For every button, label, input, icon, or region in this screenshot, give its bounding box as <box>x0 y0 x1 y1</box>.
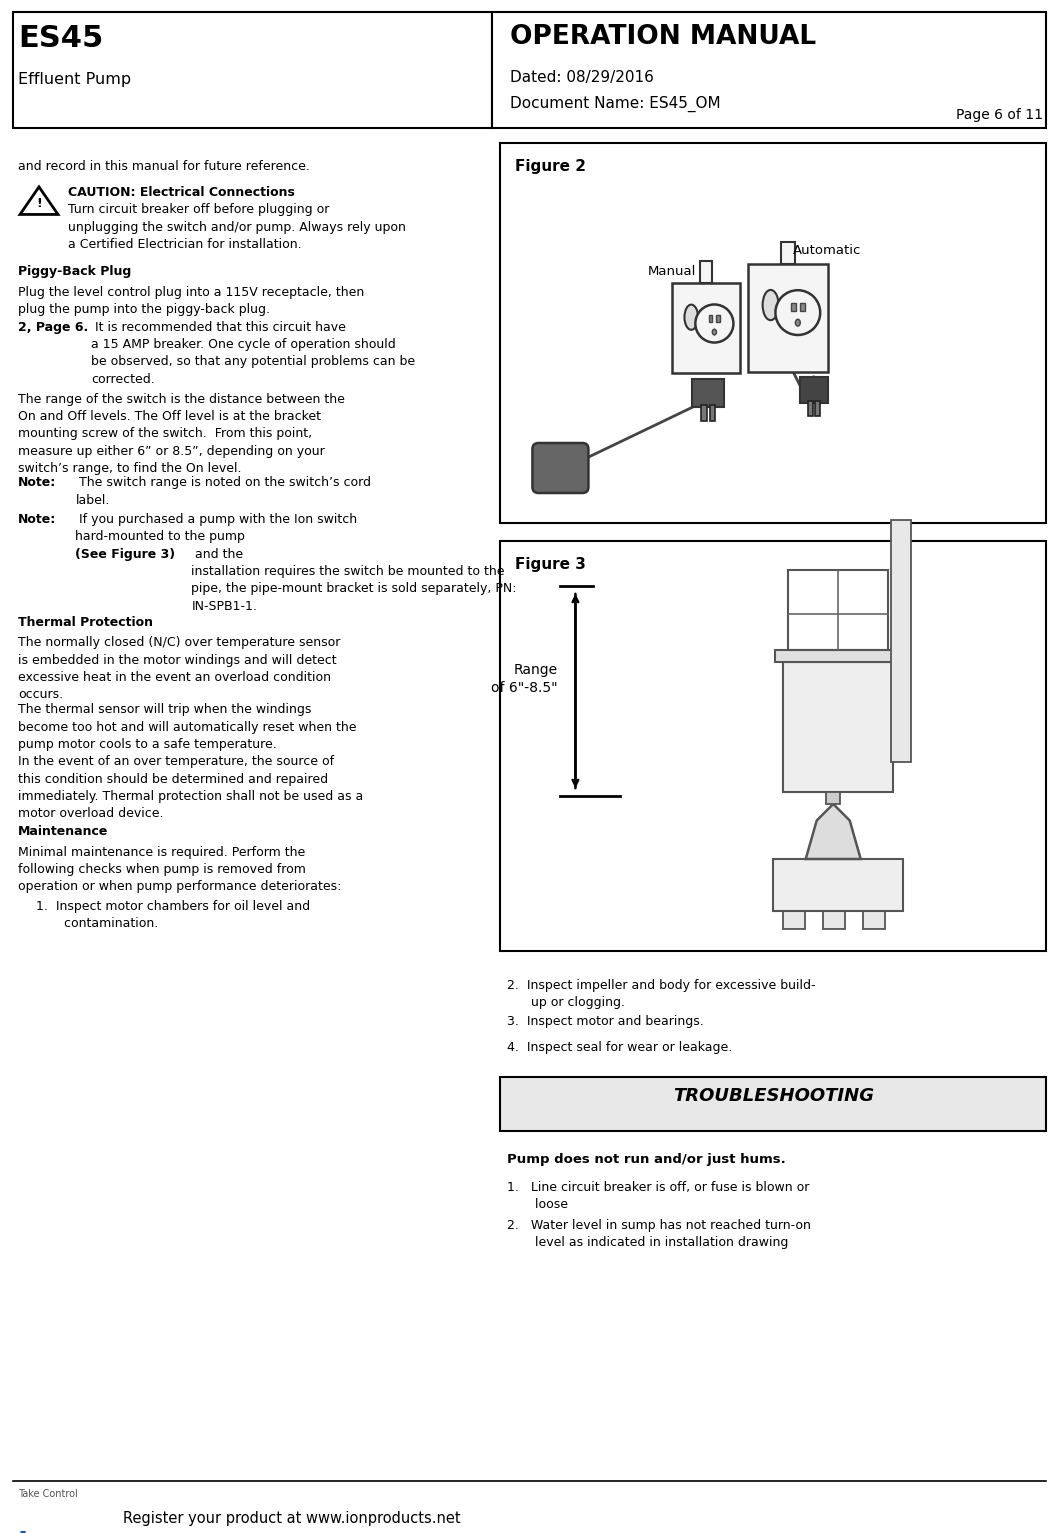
Text: The switch range is noted on the switch’s cord
label.: The switch range is noted on the switch’… <box>75 477 372 507</box>
Circle shape <box>775 290 821 336</box>
Text: 3.  Inspect motor and bearings.: 3. Inspect motor and bearings. <box>507 1015 704 1029</box>
Bar <box>710 405 715 422</box>
Text: !: ! <box>36 196 42 210</box>
Bar <box>501 541 1046 950</box>
Bar <box>800 302 805 311</box>
Bar <box>782 242 795 264</box>
Text: Document Name: ES45_OM: Document Name: ES45_OM <box>510 97 721 112</box>
Text: and record in this manual for future reference.: and record in this manual for future ref… <box>18 159 310 173</box>
Text: TROUBLESHOOTING: TROUBLESHOOTING <box>672 1087 874 1105</box>
Ellipse shape <box>762 290 778 320</box>
Bar <box>700 261 713 284</box>
Bar <box>823 911 845 929</box>
Text: Range
of 6"-8.5": Range of 6"-8.5" <box>490 664 557 694</box>
Text: Piggy-Back Plug: Piggy-Back Plug <box>18 265 131 279</box>
Bar <box>808 402 813 415</box>
Text: Thermal Protection: Thermal Protection <box>18 616 152 629</box>
Bar <box>701 405 706 422</box>
Bar <box>784 662 893 793</box>
Text: Manual: Manual <box>648 265 696 277</box>
Text: Page 6 of 11: Page 6 of 11 <box>956 107 1043 123</box>
Text: 2.   Water level in sump has not reached turn-on
       level as indicated in in: 2. Water level in sump has not reached t… <box>507 1219 811 1249</box>
Text: 1.  Inspect motor chambers for oil level and
       contamination.: 1. Inspect motor chambers for oil level … <box>36 900 310 931</box>
Text: Register your product at www.ionproducts.net: Register your product at www.ionproducts… <box>123 1512 461 1525</box>
Text: It is recommended that this circuit have
a 15 AMP breaker. One cycle of operatio: It is recommended that this circuit have… <box>91 320 415 386</box>
Text: 1.   Line circuit breaker is off, or fuse is blown or
       loose: 1. Line circuit breaker is off, or fuse … <box>507 1180 810 1211</box>
Text: ES45: ES45 <box>18 25 103 54</box>
Text: Pump does not run and/or just hums.: Pump does not run and/or just hums. <box>507 1153 786 1167</box>
Bar <box>672 284 740 373</box>
Text: and the
installation requires the switch be mounted to the
pipe, the pipe-mount : and the installation requires the switch… <box>192 547 517 613</box>
Polygon shape <box>806 803 861 858</box>
Bar <box>784 911 805 929</box>
Text: Effluent Pump: Effluent Pump <box>18 72 131 87</box>
Text: Note:: Note: <box>18 477 56 489</box>
FancyBboxPatch shape <box>533 443 589 494</box>
Bar <box>708 316 713 322</box>
Ellipse shape <box>713 330 717 336</box>
Text: Minimal maintenance is required. Perform the
following checks when pump is remov: Minimal maintenance is required. Perform… <box>18 846 341 894</box>
Text: Dated: 08/29/2016: Dated: 08/29/2016 <box>510 71 654 84</box>
Bar <box>800 377 828 403</box>
Bar <box>716 316 720 322</box>
Text: Figure 3: Figure 3 <box>516 556 587 572</box>
Bar <box>892 520 911 762</box>
Text: The range of the switch is the distance between the
On and Off levels. The Off l: The range of the switch is the distance … <box>18 392 345 475</box>
Bar <box>749 264 828 373</box>
Text: Figure 2: Figure 2 <box>516 159 587 175</box>
Text: CAUTION: Electrical Connections: CAUTION: Electrical Connections <box>68 185 294 199</box>
Text: Maintenance: Maintenance <box>18 825 108 839</box>
Bar <box>791 302 795 311</box>
Text: In the event of an over temperature, the source of
this condition should be dete: In the event of an over temperature, the… <box>18 756 363 820</box>
Text: If you purchased a pump with the Ion switch
hard-mounted to the pump: If you purchased a pump with the Ion swi… <box>75 514 358 543</box>
Text: The thermal sensor will trip when the windings
become too hot and will automatic: The thermal sensor will trip when the wi… <box>18 704 357 751</box>
Text: 2.  Inspect impeller and body for excessive build-
      up or clogging.: 2. Inspect impeller and body for excessi… <box>507 980 815 1009</box>
Text: Take Control: Take Control <box>18 1489 77 1499</box>
Bar <box>492 12 1046 127</box>
Ellipse shape <box>795 319 801 327</box>
Circle shape <box>696 305 734 342</box>
Text: Turn circuit breaker off before plugging or
unplugging the switch and/or pump. A: Turn circuit breaker off before plugging… <box>68 204 406 251</box>
Text: 2, Page 6.: 2, Page 6. <box>18 320 88 334</box>
Text: Plug the level control plug into a 115V receptacle, then
plug the pump into the : Plug the level control plug into a 115V … <box>18 287 364 316</box>
Text: Automatic: Automatic <box>793 244 862 258</box>
Text: Note:: Note: <box>18 514 56 526</box>
Bar <box>13 12 492 127</box>
Bar <box>814 402 820 415</box>
Text: OPERATION MANUAL: OPERATION MANUAL <box>510 25 816 51</box>
Bar <box>863 911 885 929</box>
Text: ion: ion <box>18 1531 69 1533</box>
Bar <box>788 570 889 650</box>
Bar <box>892 520 911 762</box>
Text: 4.  Inspect seal for wear or leakage.: 4. Inspect seal for wear or leakage. <box>507 1041 733 1055</box>
Bar <box>501 143 1046 523</box>
Bar <box>775 650 901 662</box>
Polygon shape <box>20 187 58 215</box>
Text: The normally closed (N/C) over temperature sensor
is embedded in the motor windi: The normally closed (N/C) over temperatu… <box>18 636 340 701</box>
Bar <box>693 379 724 406</box>
Text: (See Figure 3): (See Figure 3) <box>75 547 176 561</box>
Bar <box>501 1078 1046 1131</box>
Bar <box>826 793 840 803</box>
Bar <box>773 858 903 911</box>
Ellipse shape <box>684 305 698 330</box>
